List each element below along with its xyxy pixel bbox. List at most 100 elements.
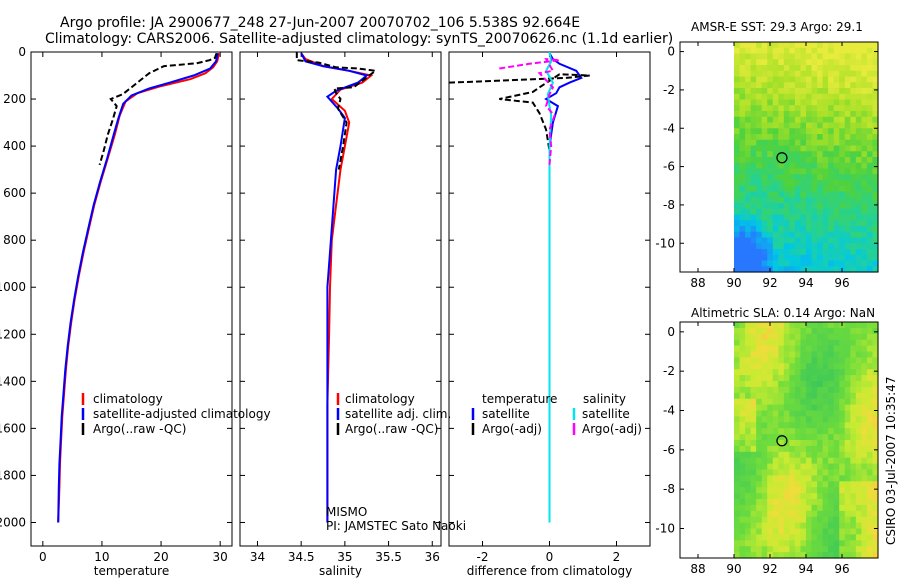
map-cell — [866, 499, 874, 506]
map-cell — [828, 499, 835, 506]
map-cell — [811, 351, 818, 358]
map-cell — [855, 546, 862, 553]
map-cell — [761, 540, 768, 547]
map-cell — [828, 504, 835, 512]
map-cell — [872, 162, 879, 170]
map-cell — [734, 180, 741, 187]
map-cell — [817, 122, 824, 129]
map-cell — [789, 180, 796, 187]
map-cell — [833, 162, 840, 170]
map-cell — [833, 552, 840, 559]
map-cell — [767, 76, 774, 83]
map-cell — [794, 65, 802, 72]
map-cell — [734, 260, 741, 267]
map-cell — [772, 481, 779, 488]
map-cell — [745, 534, 752, 541]
map-cell — [772, 434, 779, 441]
map-cell — [811, 162, 818, 170]
map-cell — [817, 139, 824, 147]
map-cell — [767, 510, 774, 518]
map-cell — [861, 440, 868, 447]
map-cell — [855, 214, 862, 221]
map-cell — [800, 445, 807, 453]
map-cell — [828, 105, 835, 112]
map-cell — [756, 93, 763, 101]
map-cell — [828, 434, 835, 441]
map-cell — [822, 47, 829, 55]
map-cell — [872, 475, 879, 482]
map-cell — [783, 82, 790, 89]
map-cell — [783, 499, 790, 506]
map-cell — [767, 327, 774, 335]
map-cell — [739, 428, 746, 435]
map-cell — [855, 357, 862, 364]
map-cell — [761, 174, 768, 181]
map-cell — [817, 168, 824, 175]
map-cell — [806, 375, 813, 382]
map-cell — [756, 381, 763, 388]
map-cell — [866, 237, 874, 244]
map-cell — [739, 226, 746, 233]
map-cell — [739, 203, 746, 210]
map-cell — [794, 180, 802, 187]
map-cell — [794, 88, 802, 95]
map-cell — [778, 534, 785, 541]
map-cell — [761, 220, 768, 227]
map-cell — [756, 122, 763, 129]
map-cell — [872, 469, 879, 476]
map-cell — [850, 522, 857, 530]
map-cell — [789, 552, 796, 559]
map-cell — [817, 475, 824, 482]
legend-label-climatology: climatology — [93, 392, 163, 406]
map-cell — [734, 481, 741, 488]
map-cell — [833, 534, 840, 541]
map-cell — [734, 237, 741, 244]
map-cell — [866, 457, 874, 465]
map-cell — [739, 522, 746, 530]
map-cell — [872, 88, 879, 95]
map-cell — [734, 82, 741, 89]
map-cell — [828, 226, 835, 233]
map-cell — [822, 214, 829, 221]
map-cell — [833, 185, 840, 193]
map-cell — [822, 457, 829, 465]
pi-label: PI: JAMSTEC Sato Naoki — [326, 519, 466, 533]
map-cell — [778, 428, 785, 435]
map-cell — [739, 333, 746, 341]
map-cell — [822, 249, 829, 256]
map-cell — [861, 116, 868, 124]
legend-heading-salinity: salinity — [583, 392, 626, 406]
map-cell — [734, 416, 741, 423]
map-cell — [800, 363, 807, 370]
map-cell — [750, 151, 757, 158]
map-cell — [756, 145, 763, 152]
map-cell — [811, 65, 818, 72]
map-cell — [861, 111, 868, 118]
map-cell — [855, 42, 862, 49]
map-cell — [828, 487, 835, 494]
map-cell — [817, 145, 824, 152]
map-cell — [872, 59, 879, 66]
map-cell — [739, 481, 746, 488]
map-cell — [794, 168, 802, 175]
map-cell — [855, 76, 862, 83]
map-cell — [844, 208, 851, 216]
map-cell — [734, 428, 741, 435]
map-cell — [850, 243, 857, 250]
map-cell — [750, 180, 757, 187]
map-cell — [811, 254, 818, 262]
map-cell — [756, 363, 763, 370]
map-cell — [872, 139, 879, 147]
map-cell — [822, 42, 829, 49]
map-cell — [844, 481, 851, 488]
map-cell — [778, 499, 785, 506]
map-cell — [756, 116, 763, 124]
map-cell — [789, 162, 796, 170]
map-cell — [839, 116, 846, 124]
map-cell — [833, 410, 840, 417]
map-cell — [761, 546, 768, 553]
map-cell — [789, 416, 796, 423]
x-tick-label: 35.5 — [375, 550, 402, 564]
map-cell — [794, 381, 802, 388]
map-cell — [855, 226, 862, 233]
